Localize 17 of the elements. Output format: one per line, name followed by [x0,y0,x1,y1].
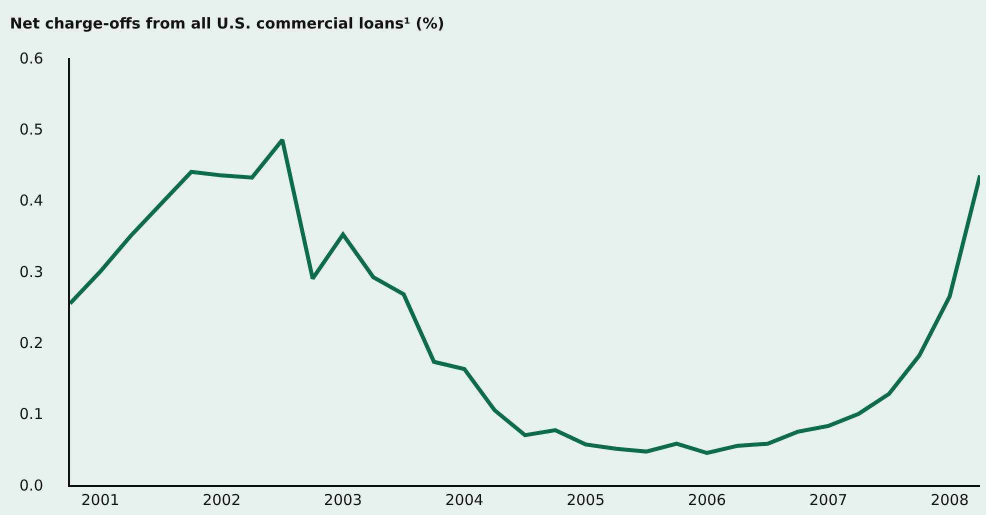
x-tick-label: 2004 [445,490,484,509]
y-tick-label: 0.2 [19,334,44,352]
x-tick-label: 2002 [202,490,241,509]
x-tick-label: 2001 [81,490,120,509]
chart-title: Net charge-offs from all U.S. commercial loans¹ (%) [10,14,444,33]
y-tick-label: 0.5 [19,120,44,138]
x-tick-label: 2005 [566,490,605,509]
x-tick-label: 2008 [930,490,969,509]
line-series [70,138,980,455]
y-tick-label: 0.0 [19,476,44,494]
x-tick-label: 2003 [324,490,362,509]
y-tick-label: 0.6 [19,49,44,68]
x-tick-label: 2007 [809,490,848,509]
y-tick-label: 0.3 [19,262,44,281]
y-tick-label: 0.4 [19,192,44,210]
x-tick-label: 2006 [688,490,726,509]
y-tick-label: 0.1 [19,405,44,424]
